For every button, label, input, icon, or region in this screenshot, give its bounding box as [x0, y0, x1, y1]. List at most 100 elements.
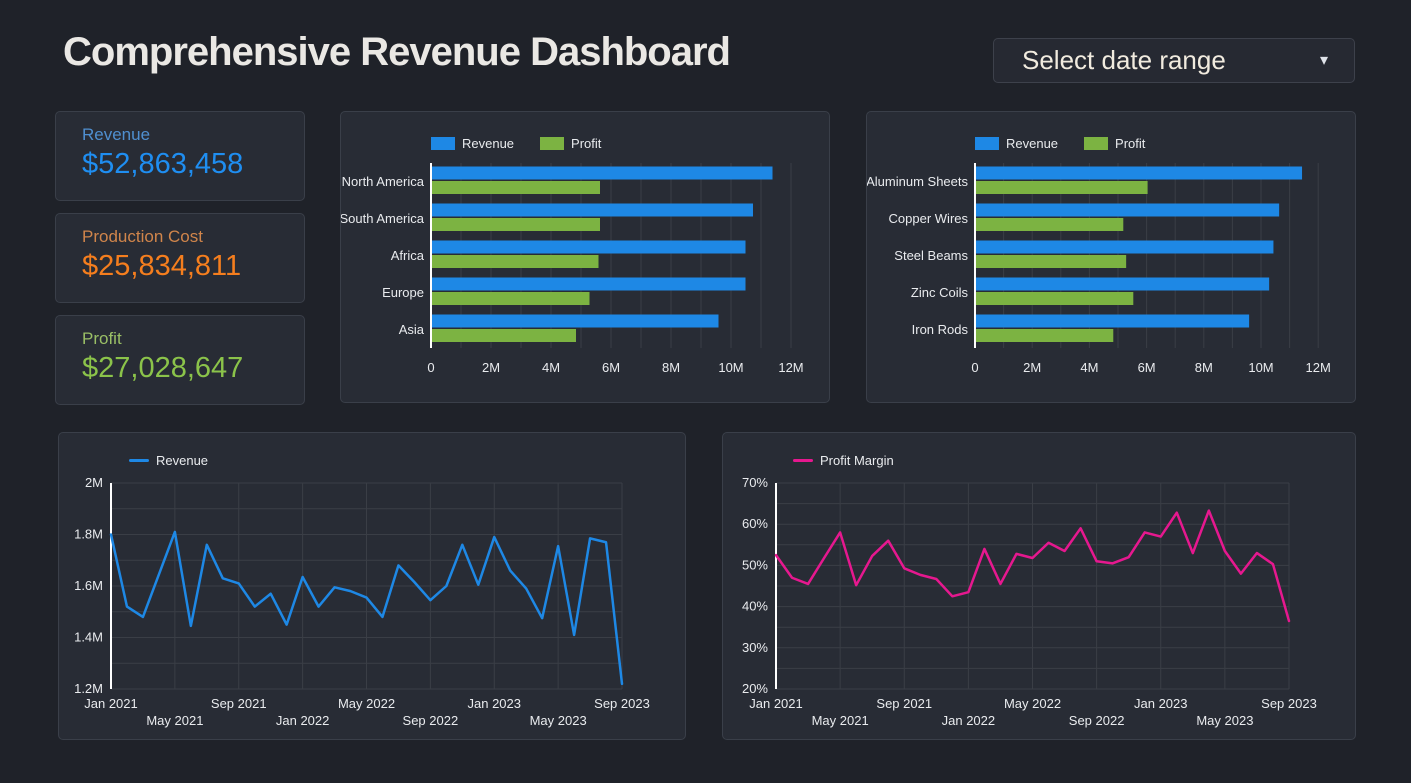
legend-swatch	[975, 137, 999, 150]
category-label: Aluminum Sheets	[867, 174, 968, 189]
y-tick-label: 50%	[742, 557, 768, 572]
bar-profit[interactable]	[976, 329, 1114, 342]
product_bars-canvas[interactable]: Aluminum Sheets Copper Wires Steel Beams Zi…	[866, 157, 1357, 392]
y-tick-label: 40%	[742, 599, 768, 614]
category-label: Steel Beams	[894, 248, 968, 263]
y-tick-label: 30%	[742, 640, 768, 655]
x-tick-label: 0	[427, 360, 434, 375]
x-tick-label: May 2021	[812, 713, 869, 728]
chevron-down-icon: ▾	[1319, 51, 1328, 69]
x-tick-label: Sep 2022	[403, 713, 459, 728]
kpi-card-revenue: Revenue $52,863,458	[55, 111, 305, 201]
region_bars-canvas[interactable]: North America South America Africa Europe As…	[339, 157, 831, 392]
legend-item-revenue[interactable]: Revenue	[129, 453, 208, 468]
x-tick-label: Jan 2023	[1134, 696, 1188, 711]
x-tick-label: Jan 2021	[749, 696, 803, 711]
legend-label: Revenue	[156, 453, 209, 468]
legend-label: Revenue	[1006, 136, 1059, 151]
revenue-line-chart[interactable]: 2M 1.8M 1.6M 1.4M 1.2M Jan 2021 May 2021 Sep 20…	[59, 471, 687, 738]
bar-profit[interactable]	[976, 181, 1148, 194]
legend-label: Revenue	[462, 136, 515, 151]
legend-item-profit[interactable]: Profit	[540, 136, 601, 151]
y-tick-label: 70%	[742, 475, 768, 490]
y-tick-label: 2M	[85, 475, 103, 490]
bar-revenue[interactable]	[432, 203, 753, 217]
kpi-label: Production Cost	[82, 227, 203, 246]
product-bar-chart[interactable]: Aluminum Sheets Copper Wires Steel Beams Zi…	[866, 157, 1357, 397]
kpi-label: Profit	[82, 329, 122, 348]
legend-label: Profit	[571, 136, 602, 151]
category-label: Copper Wires	[889, 211, 969, 226]
category-label: Iron Rods	[912, 322, 969, 337]
bar-profit[interactable]	[976, 292, 1134, 305]
category-label: Zinc Coils	[911, 285, 969, 300]
x-tick-label: Jan 2023	[468, 696, 522, 711]
kpi-card-profit: Profit $27,028,647	[55, 315, 305, 405]
bar-revenue[interactable]	[976, 277, 1270, 291]
legend-label: Profit	[1115, 136, 1146, 151]
bar-profit[interactable]	[432, 292, 590, 305]
x-tick-label: May 2021	[146, 713, 203, 728]
y-tick-label: 60%	[742, 516, 768, 531]
profit-margin-line-chart-card: Profit Margin 70% 60% 50% 40% 30% 20% Jan 2021…	[722, 432, 1356, 740]
legend-item-profit[interactable]: Profit	[1084, 136, 1145, 151]
bar-revenue[interactable]	[976, 240, 1274, 254]
x-tick-label: 2M	[1023, 360, 1041, 375]
legend-swatch	[540, 137, 565, 150]
legend-label: Profit Margin	[820, 453, 894, 468]
kpi-label: Revenue	[82, 125, 151, 144]
bar-profit[interactable]	[976, 218, 1124, 231]
revenue-line[interactable]	[109, 530, 624, 686]
kpi-value: $52,863,458	[82, 148, 244, 180]
revenue-line-chart-card: Revenue 2M 1.8M 1.6M 1.4M 1.2M Jan 2021 May 20…	[58, 432, 686, 740]
bar-revenue[interactable]	[432, 277, 746, 291]
x-tick-label: 6M	[1138, 360, 1156, 375]
bar-profit[interactable]	[976, 255, 1127, 268]
x-tick-label: 10M	[1248, 360, 1273, 375]
x-tick-label: 12M	[778, 360, 803, 375]
bar-revenue[interactable]	[976, 203, 1280, 217]
profit-margin-line[interactable]	[774, 509, 1291, 623]
region-bar-chart[interactable]: North America South America Africa Europe As…	[339, 157, 831, 397]
x-tick-label: May 2022	[338, 696, 395, 711]
date-range-dropdown[interactable]: Select date range ▾	[993, 38, 1355, 83]
legend-swatch	[431, 137, 455, 150]
chart-legend: Revenue Profit	[431, 136, 601, 151]
region-bar-chart-card: Revenue Profit North America South America…	[339, 111, 831, 403]
profit-margin-line-chart[interactable]: 70% 60% 50% 40% 30% 20% Jan 2021 May 2021 Sep 20…	[723, 471, 1357, 738]
legend-item-revenue[interactable]: Revenue	[975, 136, 1058, 151]
x-tick-label: 6M	[602, 360, 620, 375]
kpi-value: $25,834,811	[82, 250, 242, 282]
bar-revenue[interactable]	[976, 314, 1250, 328]
category-label: South America	[341, 211, 425, 226]
x-tick-label: 12M	[1306, 360, 1331, 375]
legend-item-profit-margin[interactable]: Profit Margin	[793, 453, 894, 468]
chart-legend: Revenue	[129, 453, 208, 468]
x-tick-label: May 2023	[1196, 713, 1253, 728]
bar-profit[interactable]	[432, 218, 600, 231]
bar-revenue[interactable]	[432, 166, 773, 180]
x-tick-label: 2M	[482, 360, 500, 375]
y-tick-label: 1.6M	[74, 578, 103, 593]
bar-revenue[interactable]	[432, 314, 719, 328]
bar-revenue[interactable]	[976, 166, 1303, 180]
x-tick-label: Jan 2022	[942, 713, 996, 728]
x-tick-label: 8M	[1195, 360, 1213, 375]
y-tick-label: 20%	[742, 681, 768, 696]
bar-profit[interactable]	[432, 181, 600, 194]
x-tick-label: Sep 2023	[1261, 696, 1317, 711]
bar-profit[interactable]	[432, 329, 576, 342]
bar-profit[interactable]	[432, 255, 599, 268]
x-tick-label: 4M	[1080, 360, 1098, 375]
bar-revenue[interactable]	[432, 240, 746, 254]
margin_line-canvas[interactable]: 70% 60% 50% 40% 30% 20%Jan 2021 May 2021 Sep 20…	[723, 471, 1357, 733]
date-range-label: Select date range	[1022, 45, 1226, 75]
kpi-value: $27,028,647	[82, 352, 244, 384]
y-tick-label: 1.8M	[74, 527, 103, 542]
legend-item-revenue[interactable]: Revenue	[431, 136, 514, 151]
y-tick-label: 1.2M	[74, 681, 103, 696]
legend-swatch	[129, 459, 149, 462]
x-tick-label: May 2022	[1004, 696, 1061, 711]
x-tick-label: May 2023	[530, 713, 587, 728]
